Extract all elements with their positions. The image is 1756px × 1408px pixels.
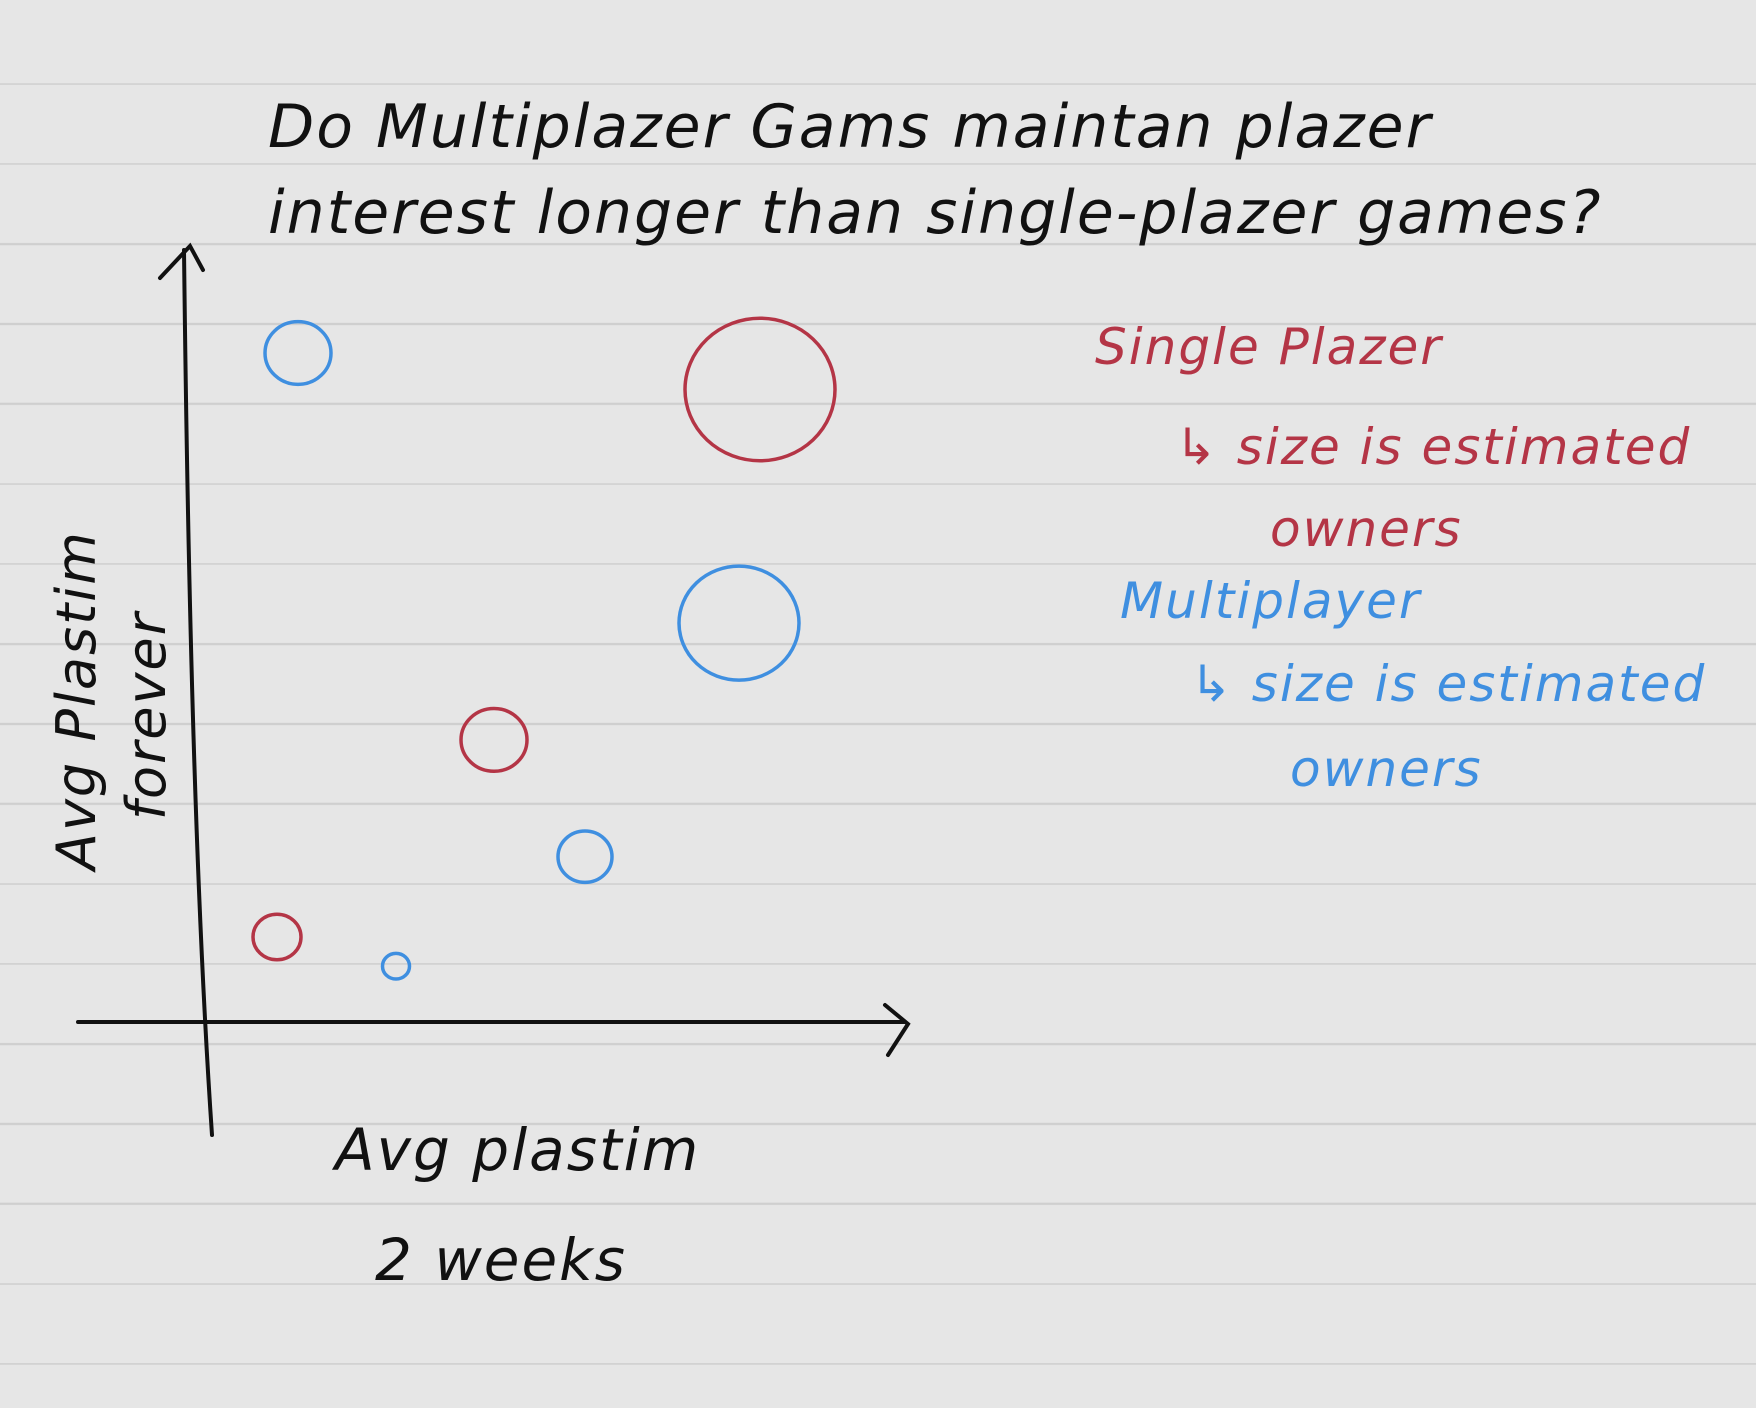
legend-multiplayer-owners: owners (1290, 740, 1483, 798)
legend-single-player-owners: owners (1270, 500, 1463, 558)
y-axis-arrowhead (158, 242, 205, 280)
legend-multiplayer-note: ↳ size is estimated (1190, 655, 1707, 713)
legend-multiplayer-note-text: size is estimated (1251, 655, 1707, 713)
x-axis-label-1: Avg plastim (331, 1116, 700, 1184)
legend-multiplayer: Multiplayer (1120, 572, 1422, 630)
single-player-point-3 (251, 912, 303, 962)
y-axis-line (182, 248, 214, 1137)
multiplayer-point-1 (263, 319, 333, 387)
x-axis-label-2: 2 weeks (375, 1226, 627, 1294)
single-player-point-2 (459, 706, 529, 774)
data-points (251, 316, 837, 981)
y-axis-label-2: forever (115, 610, 178, 820)
x-axis-arrowhead (883, 1003, 911, 1057)
multiplayer-point-4 (380, 951, 412, 981)
chart-subtitle: interest longer than single-plazer games… (268, 178, 1603, 248)
single-player-point-1 (683, 316, 837, 463)
legend-single-player: Single Plazer (1095, 318, 1443, 376)
legend-single-player-note-text: size is estimated (1236, 418, 1692, 476)
legend-single-player-note: ↳ size is estimated (1175, 418, 1692, 476)
y-axis-label-1: Avg Plastim (45, 530, 108, 873)
chart-title: Do Multiplazer Gams maintan plazer (268, 92, 1433, 162)
multiplayer-point-2 (677, 564, 801, 682)
multiplayer-point-3 (556, 829, 614, 885)
